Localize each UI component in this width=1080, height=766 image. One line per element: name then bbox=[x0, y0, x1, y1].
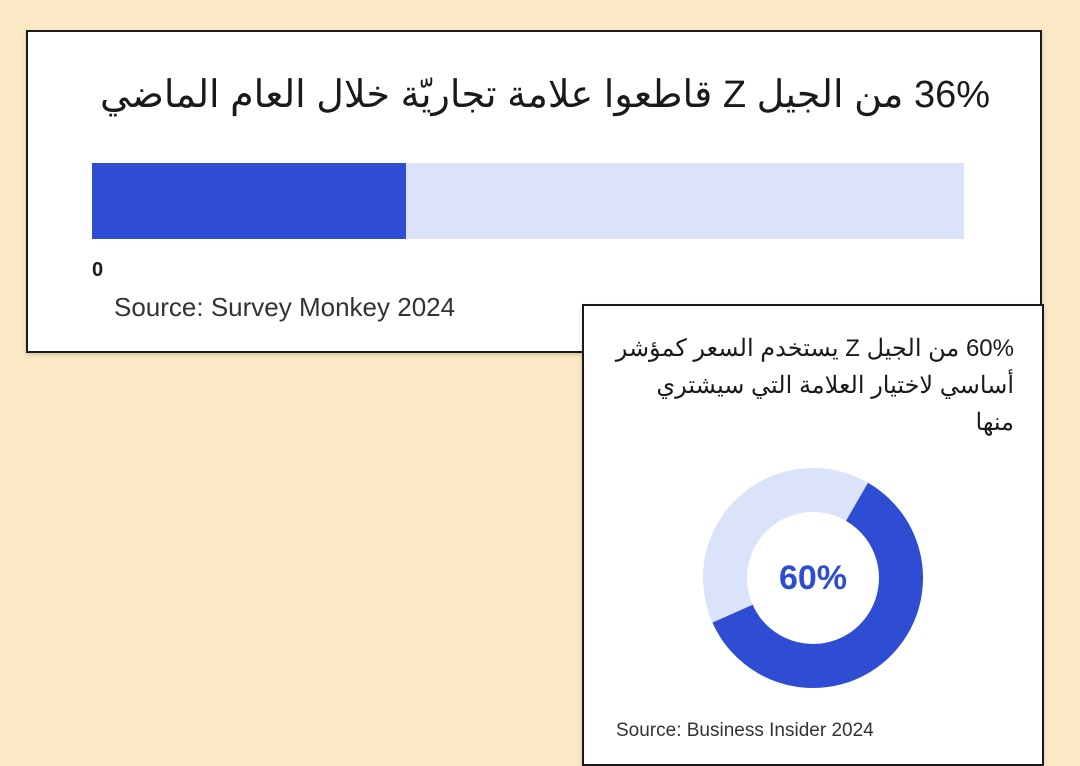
boycott-bar-fill bbox=[92, 163, 406, 239]
boycott-title: 36% من الجيل Z قاطعوا علامة تجاريّة خلال… bbox=[92, 66, 990, 125]
donut-center-label: 60% bbox=[779, 559, 847, 597]
price-title: 60% من الجيل Z يستخدم السعر كمؤشر أساسي … bbox=[612, 330, 1014, 442]
price-donut-wrap: 60% bbox=[612, 454, 1014, 702]
price-source: Source: Business Insider 2024 bbox=[612, 720, 1014, 742]
boycott-axis-zero: 0 bbox=[92, 259, 990, 282]
price-donut-card: 60% من الجيل Z يستخدم السعر كمؤشر أساسي … bbox=[582, 304, 1044, 766]
price-donut-chart: 60% bbox=[689, 454, 937, 702]
boycott-bar-track bbox=[92, 163, 964, 239]
